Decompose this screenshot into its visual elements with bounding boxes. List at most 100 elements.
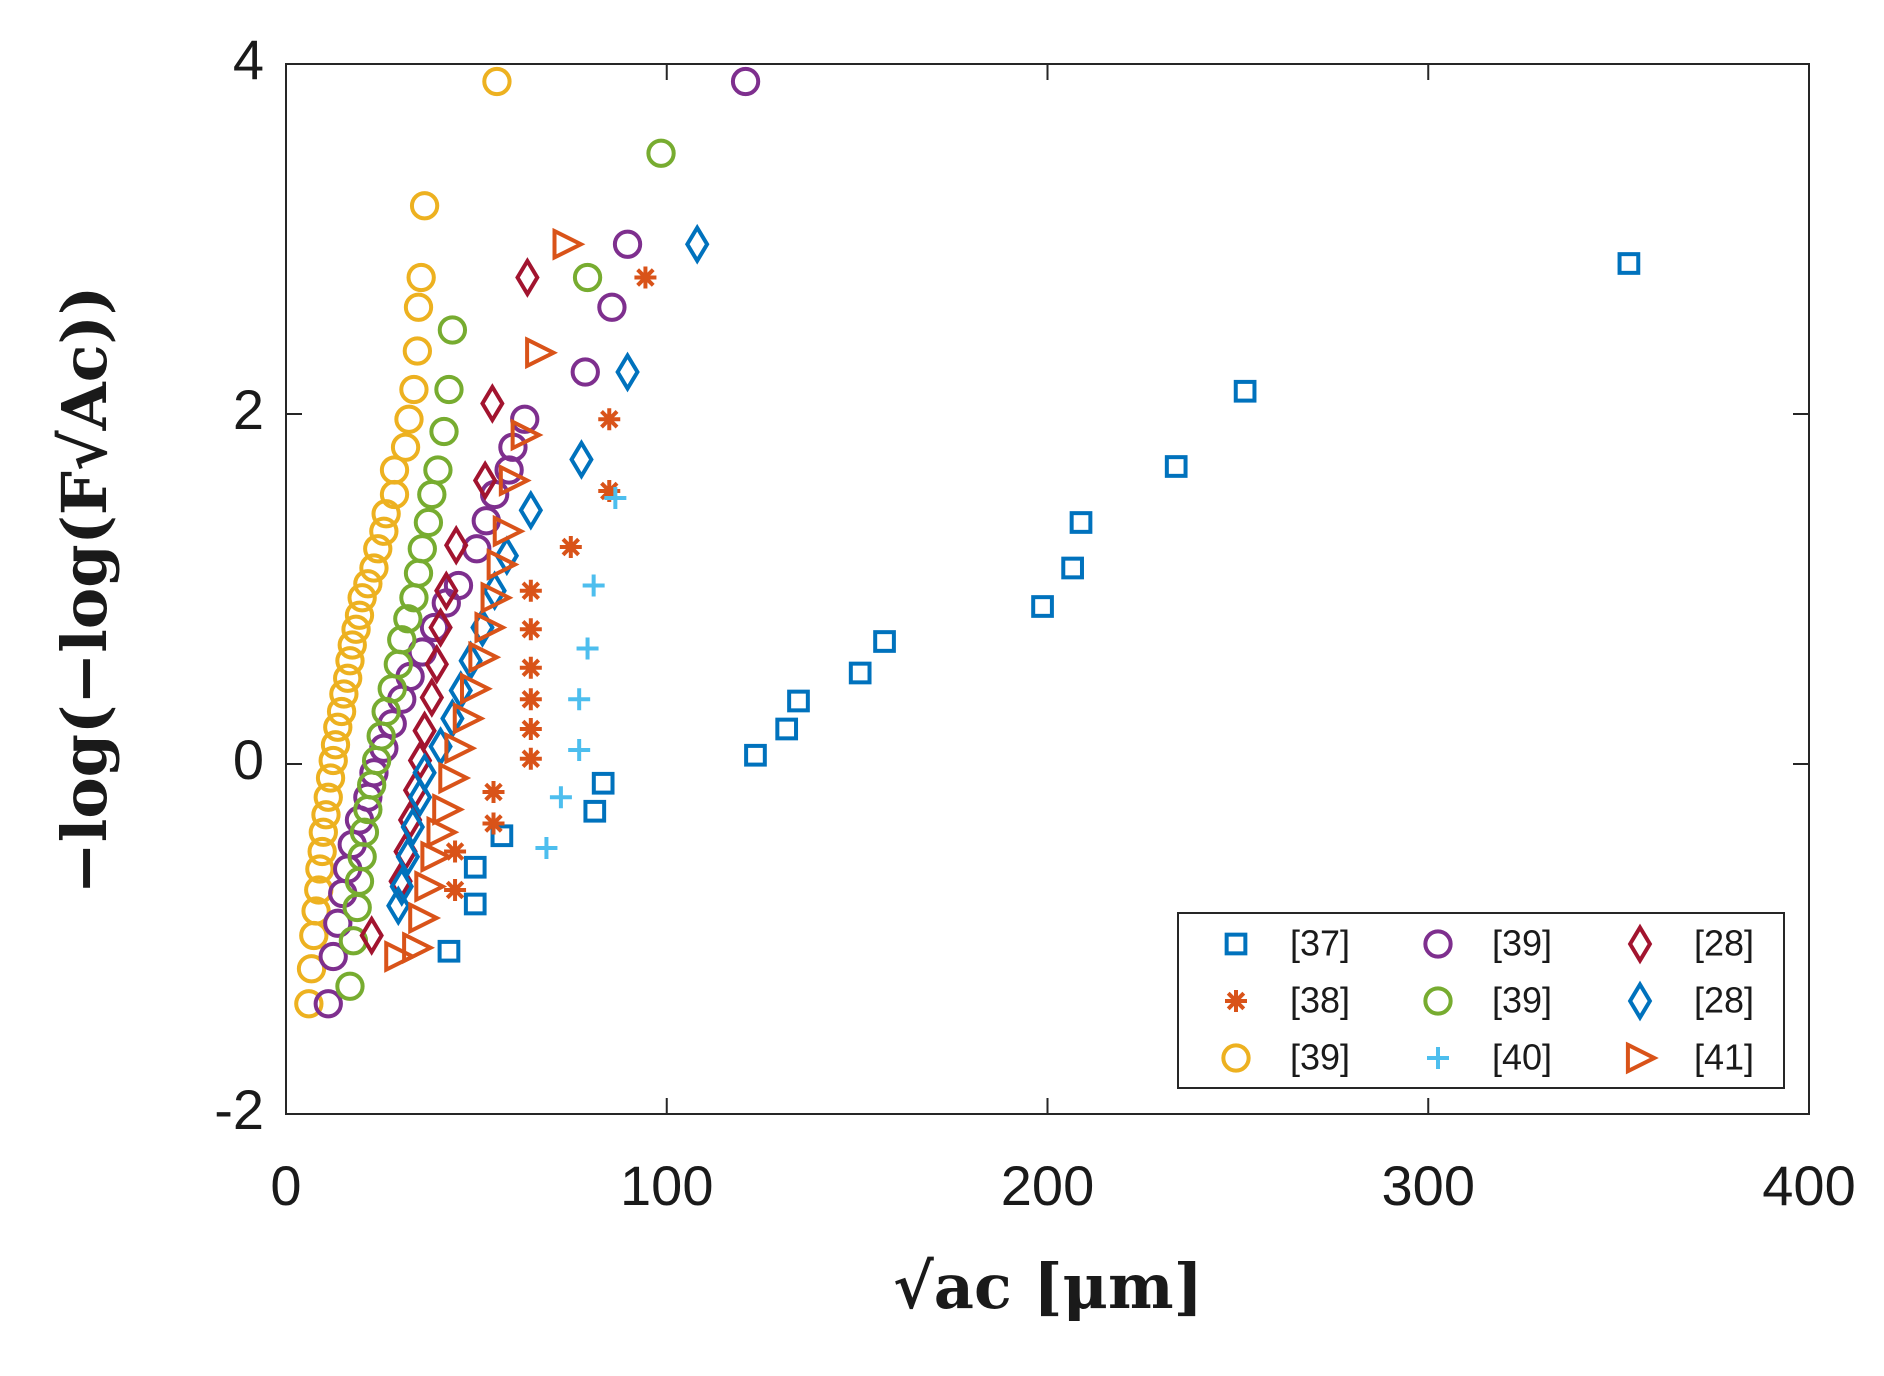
legend-marker (1627, 980, 1653, 1022)
scatter-point (363, 534, 393, 564)
scatter-point (486, 548, 520, 581)
y-tick-label: -2 (214, 1078, 264, 1141)
scatter-point (428, 607, 453, 648)
scatter-point (572, 262, 603, 293)
scatter-point (494, 535, 520, 577)
scatter-point (494, 455, 524, 485)
scatter-point (518, 489, 544, 531)
scatter-point (369, 516, 399, 546)
scatter-point (1164, 455, 1188, 478)
scatter-point (311, 800, 341, 830)
legend-marker (1221, 1043, 1251, 1073)
legend-label: [39] (1492, 923, 1552, 964)
scatter-point (519, 618, 542, 641)
scatter-point (490, 824, 514, 848)
scatter-point (386, 885, 411, 927)
scatter-point (393, 604, 423, 634)
scatter-point (417, 479, 447, 510)
x-axis-label: √ac [μm] (893, 1250, 1203, 1323)
scatter-point (323, 908, 353, 938)
y-tick-label: 2 (233, 378, 264, 441)
scatter-point (444, 879, 467, 901)
scatter-point (515, 257, 540, 298)
scatter-point (1233, 379, 1257, 403)
legend-marker (1423, 986, 1453, 1016)
scatter-point (402, 931, 435, 965)
scatter-point (570, 357, 600, 387)
scatter-point (359, 553, 389, 583)
legend-label: [28] (1694, 923, 1754, 964)
scatter-point (299, 920, 329, 951)
scatter-point (296, 954, 327, 984)
scatter-point (568, 739, 591, 761)
scatter-point (318, 941, 348, 972)
scatter-point (403, 292, 434, 322)
x-tick-label: 100 (620, 1154, 713, 1217)
scatter-point (552, 227, 586, 261)
y-tick-label: 0 (233, 728, 264, 791)
scatter-point (424, 643, 450, 685)
x-tick-label: 0 (270, 1154, 301, 1217)
legend-label: [37] (1290, 923, 1350, 964)
scatter-point (452, 702, 486, 735)
scatter-point (406, 262, 436, 293)
legend-marker (1625, 1041, 1659, 1075)
scatter-point (408, 901, 442, 935)
scatter-point (591, 771, 615, 795)
legend-label: [39] (1492, 980, 1552, 1021)
scatter-point (308, 817, 338, 847)
scatter-point (612, 229, 643, 259)
legend-marker (1225, 990, 1247, 1012)
scatter-point (432, 793, 466, 826)
scatter-point (492, 514, 526, 548)
scatter-point (634, 266, 657, 289)
scatter-point (341, 614, 371, 644)
scatter-point (440, 698, 465, 739)
x-tick-label: 300 (1382, 1154, 1475, 1217)
scatter-point (510, 418, 544, 452)
scatter-point (294, 989, 324, 1019)
scatter-point (730, 66, 761, 97)
scatter-point (519, 656, 542, 679)
scatter-point (1617, 252, 1641, 275)
scatter-point (347, 583, 377, 613)
legend-label: [39] (1290, 1037, 1350, 1078)
scatter-point (342, 892, 372, 923)
scatter-point (389, 866, 414, 907)
scatter-point (344, 600, 375, 630)
scatter-point (598, 480, 621, 502)
scatter-point (329, 679, 359, 709)
scatter-point (353, 794, 383, 825)
scatter-point (873, 630, 896, 653)
scatter-point (390, 432, 421, 462)
scatter-point (498, 464, 532, 497)
scatter-point (429, 416, 459, 447)
scatter-point (463, 855, 487, 879)
scatter-point (353, 569, 383, 599)
scatter-point (1069, 511, 1093, 534)
scatter-point (510, 404, 540, 434)
scatter-point (403, 558, 434, 588)
scatter-point (848, 661, 872, 685)
legend-marker (1627, 923, 1653, 965)
scatter-point (384, 940, 418, 973)
scatter-point (458, 640, 483, 682)
scatter-point (480, 581, 514, 615)
scatter-point (423, 455, 453, 485)
scatter-point (426, 815, 460, 849)
scatter-point (444, 840, 467, 863)
scatter-point (315, 763, 346, 793)
legend-marker (1427, 1047, 1449, 1069)
legend-marker (1423, 929, 1453, 959)
scatter-point (472, 460, 498, 501)
scatter-point (519, 718, 542, 740)
scatter-point (409, 191, 440, 221)
scatter-point (399, 583, 429, 613)
scatter-point (775, 717, 799, 741)
scatter-point (463, 892, 487, 916)
scatter-point (318, 745, 348, 776)
scatter-point (431, 588, 461, 618)
scatter-point (549, 786, 572, 809)
scatter-point (399, 374, 429, 405)
